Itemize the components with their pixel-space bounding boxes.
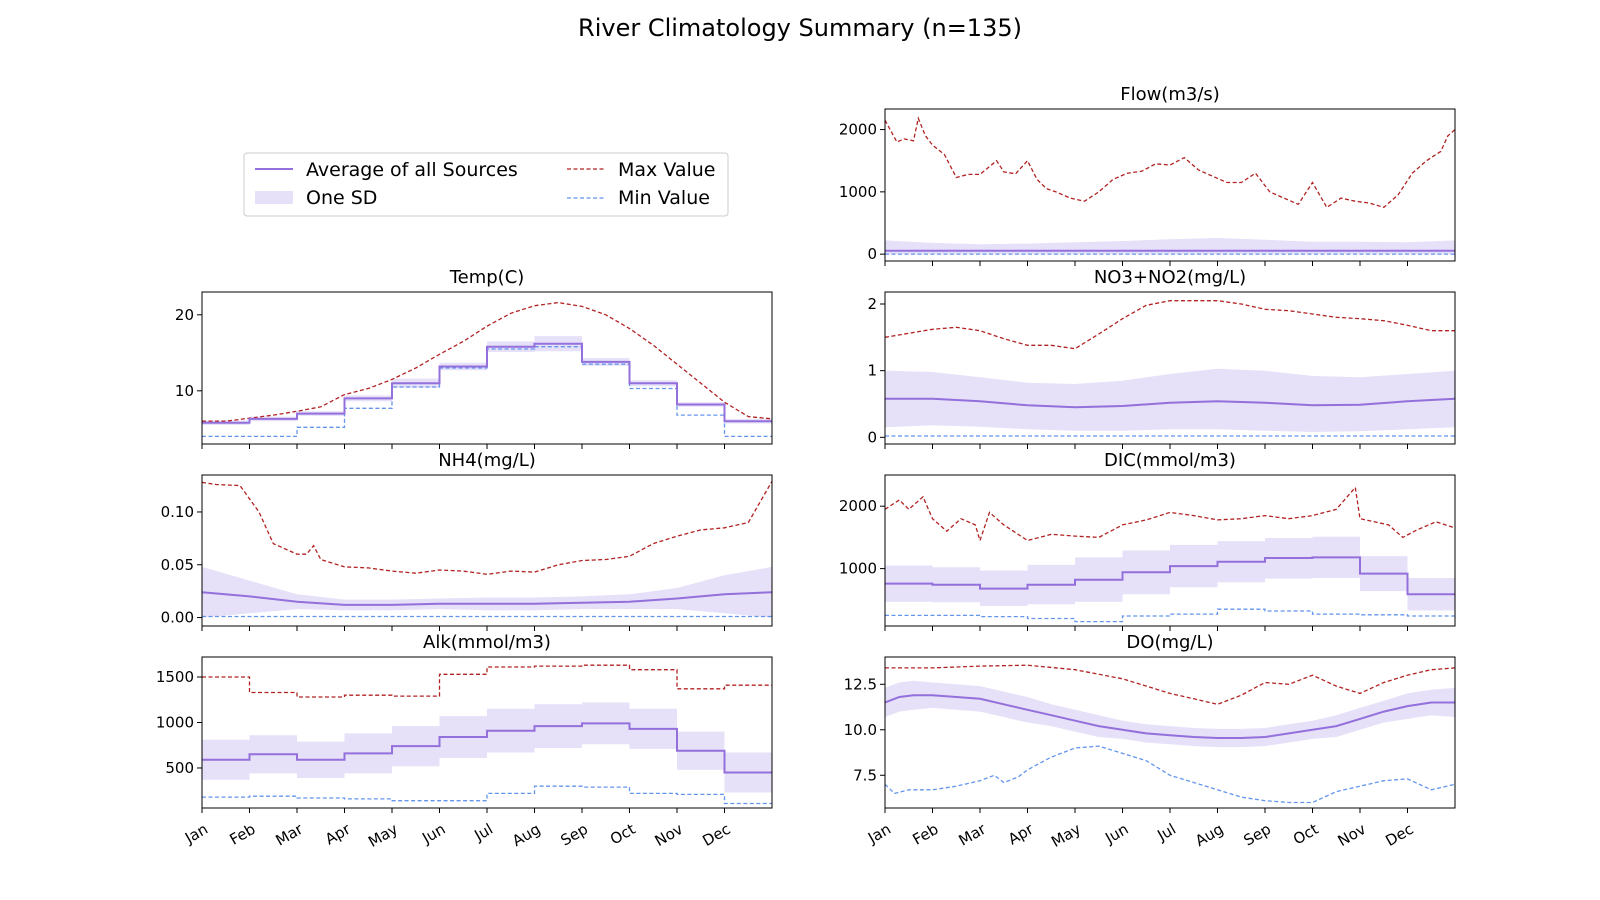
panel-title: Alk(mmol/m3)	[423, 632, 551, 653]
y-tick-label: 1000	[156, 713, 194, 731]
legend-avg-label: Average of all Sources	[306, 159, 518, 181]
plot-area	[885, 300, 1455, 437]
panel-dic: DIC(mmol/m3) 1000 2000	[839, 450, 1456, 631]
x-tick-label: Jul	[1153, 820, 1179, 845]
x-tick-label: May	[365, 820, 401, 851]
sd-band	[885, 368, 1455, 432]
panel-flow: Flow(m3/s) 0 1000 2000	[839, 84, 1456, 266]
sd-band	[885, 536, 1455, 611]
y-tick-label: 0	[867, 428, 877, 446]
y-tick-label: 0	[867, 245, 877, 263]
y-tick-label: 500	[165, 759, 194, 777]
y-tick-label: 7.5	[853, 766, 877, 784]
y-tick-label: 0.10	[161, 503, 194, 521]
x-tick-label: Jun	[1101, 820, 1131, 848]
figure-title: River Climatology Summary (n=135)	[578, 14, 1022, 42]
avg-line	[202, 342, 772, 424]
sd-band	[202, 566, 772, 618]
panel-nh4: NH4(mg/L) 0.00 0.05 0.10	[161, 450, 773, 631]
panel-alk: Alk(mmol/m3) 500 1000 1500 Jan Feb Mar Apr May Ju…	[156, 632, 773, 851]
avg-line	[885, 694, 1455, 739]
min-line	[885, 745, 1455, 804]
y-tick-label: 1000	[839, 183, 877, 201]
plot-area	[885, 664, 1455, 804]
x-tick-label: Mar	[272, 819, 306, 849]
x-tick-label: Dec	[1382, 820, 1416, 850]
panel-title: DIC(mmol/m3)	[1104, 450, 1236, 471]
y-tick-label: 0.05	[161, 556, 194, 574]
x-tick-label: Oct	[607, 820, 639, 849]
plot-area	[202, 301, 772, 438]
plot-area	[885, 116, 1455, 255]
x-tick-label: Dec	[699, 820, 733, 850]
legend: Average of all Sources One SD Max Value …	[243, 152, 729, 217]
max-line	[885, 300, 1455, 350]
x-tick-label: Jun	[418, 820, 448, 848]
x-tick-label: May	[1048, 820, 1084, 851]
plot-area	[202, 480, 772, 618]
y-tick-label: 2	[867, 295, 877, 313]
sd-band	[885, 680, 1455, 748]
min-line	[202, 785, 772, 805]
y-tick-label: 1500	[156, 668, 194, 686]
y-tick-label: 12.5	[844, 675, 877, 693]
panel-title: Flow(m3/s)	[1120, 84, 1220, 105]
x-tick-label: Apr	[322, 819, 354, 848]
panel-title: NO3+NO2(mg/L)	[1094, 267, 1246, 288]
x-tick-label: Oct	[1290, 820, 1322, 849]
x-tick-label: Nov	[652, 820, 686, 850]
y-tick-label: 10	[175, 382, 194, 400]
avg-line	[885, 556, 1455, 596]
y-tick-label: 2000	[839, 121, 877, 139]
x-tick-label: Feb	[909, 820, 941, 849]
max-line	[202, 664, 772, 698]
max-line	[202, 480, 772, 575]
x-tick-label: Apr	[1005, 819, 1037, 848]
plot-area	[202, 664, 772, 805]
x-tick-label: Sep	[558, 820, 591, 850]
x-tick-label: Mar	[955, 819, 989, 849]
sd-band	[202, 336, 772, 425]
y-tick-label: 1	[867, 362, 877, 380]
avg-line	[885, 397, 1455, 409]
legend-sd-swatch	[255, 191, 293, 204]
avg-line	[202, 722, 772, 774]
max-line	[885, 664, 1455, 705]
max-line	[202, 301, 772, 422]
plot-area	[885, 486, 1455, 623]
max-line	[885, 116, 1455, 209]
x-tick-label: Jul	[470, 820, 496, 845]
legend-max-label: Max Value	[618, 159, 716, 181]
x-tick-label: Aug	[509, 820, 543, 850]
y-tick-label: 1000	[839, 560, 877, 578]
axes-frame	[884, 108, 1456, 262]
x-tick-label: Sep	[1241, 820, 1274, 850]
panel-title: NH4(mg/L)	[438, 450, 536, 471]
x-tick-label: Jan	[181, 820, 211, 848]
legend-box	[243, 152, 729, 217]
x-tick-label: Feb	[226, 820, 258, 849]
panel-do: DO(mg/L) 7.5 10.0 12.5 Jan Feb Mar Apr May Jun Jul…	[844, 632, 1456, 851]
panel-title: Temp(C)	[449, 267, 525, 288]
x-tick-label: Jan	[864, 820, 894, 848]
panel-no3: NO3+NO2(mg/L) 0 1 2	[867, 267, 1456, 449]
avg-line	[202, 591, 772, 606]
y-tick-label: 10.0	[844, 721, 877, 739]
y-tick-label: 2000	[839, 497, 877, 515]
panels: Temp(C)1020NH4(mg/L)0.000.050.10Alk(mmol…	[156, 84, 1456, 851]
max-line	[885, 486, 1455, 543]
panel-temp: Temp(C) 10 20	[175, 267, 773, 449]
y-tick-label: 0.00	[161, 609, 194, 627]
y-tick-label: 20	[175, 306, 194, 324]
x-tick-label: Aug	[1192, 820, 1226, 850]
min-line	[885, 608, 1455, 623]
panel-title: DO(mg/L)	[1126, 632, 1213, 653]
legend-sd-label: One SD	[306, 187, 377, 209]
legend-min-label: Min Value	[618, 187, 710, 209]
x-tick-label: Nov	[1335, 820, 1369, 850]
sd-band	[202, 702, 772, 793]
